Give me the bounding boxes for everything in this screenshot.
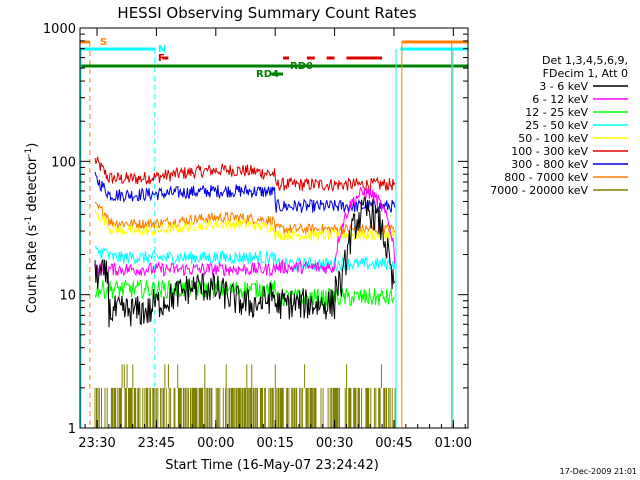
flag-label-n: N xyxy=(158,44,166,55)
y-tick-label-2: 100 xyxy=(51,155,76,170)
legend-label-8: 7000 - 20000 keV xyxy=(490,184,588,197)
y-tick-label-3: 1000 xyxy=(43,22,76,37)
series-line-12-25-kev xyxy=(94,278,395,307)
x-axis-label: Start Time (16-May-07 23:24:42) xyxy=(165,458,379,473)
series-line-7000-20000-kev xyxy=(94,364,396,428)
legend-label-6: 300 - 800 keV xyxy=(511,158,588,171)
x-tick-label-0: 23:30 xyxy=(78,436,115,451)
legend-label-1: 6 - 12 keV xyxy=(532,93,588,106)
timestamp: 17-Dec-2009 21:01 xyxy=(560,467,637,476)
flag-label-rd0: RD0 xyxy=(290,61,313,72)
legend-label-3: 25 - 50 keV xyxy=(525,119,588,132)
x-tick-label-5: 00:45 xyxy=(375,436,412,451)
chart-title: HESSI Observing Summary Count Rates xyxy=(117,4,416,22)
x-tick-label-6: 01:00 xyxy=(435,436,472,451)
x-tick-label-3: 00:15 xyxy=(256,436,293,451)
flag-label-f: F xyxy=(158,53,165,64)
flag-label-rd4: RD4 xyxy=(256,69,279,80)
x-tick-label-4: 00:30 xyxy=(316,436,353,451)
y-tick-label-0: 1 xyxy=(68,422,76,437)
series-line-100-300-kev xyxy=(94,156,396,193)
legend-label-7: 800 - 7000 keV xyxy=(504,171,588,184)
series-line-50-100-kev xyxy=(94,209,396,242)
x-tick-label-1: 23:45 xyxy=(138,436,175,451)
legend-label-4: 50 - 100 keV xyxy=(518,132,588,145)
legend-label-5: 100 - 300 keV xyxy=(511,145,588,158)
y-tick-label-1: 10 xyxy=(59,289,76,304)
legend-label-2: 12 - 25 keV xyxy=(525,106,588,119)
series-line-6-12-kev xyxy=(94,186,396,278)
series-line-3-6-kev xyxy=(94,197,396,328)
flag-label-s: S xyxy=(100,37,107,48)
x-tick-label-2: 00:00 xyxy=(197,436,234,451)
series-line-300-800-kev xyxy=(94,171,396,213)
legend: Det 1,3,4,5,6,9,FDecim 1, Att 03 - 6 keV… xyxy=(490,54,628,197)
plot-frame xyxy=(79,27,469,429)
series-line-25-50-kev xyxy=(94,245,396,273)
legend-label-0: 3 - 6 keV xyxy=(539,80,588,93)
legend-header-1: FDecim 1, Att 0 xyxy=(543,67,628,80)
legend-header-0: Det 1,3,4,5,6,9, xyxy=(542,54,628,67)
axis-ticks: 23:30 23:45 00:00 00:15 00:30 00:45 01:00 1 10 10… xyxy=(43,22,472,451)
plot-area: S NF RD0 RD4 xyxy=(80,37,468,428)
y-axis-label: Count Rate (s-1 detector-1) xyxy=(24,143,40,314)
